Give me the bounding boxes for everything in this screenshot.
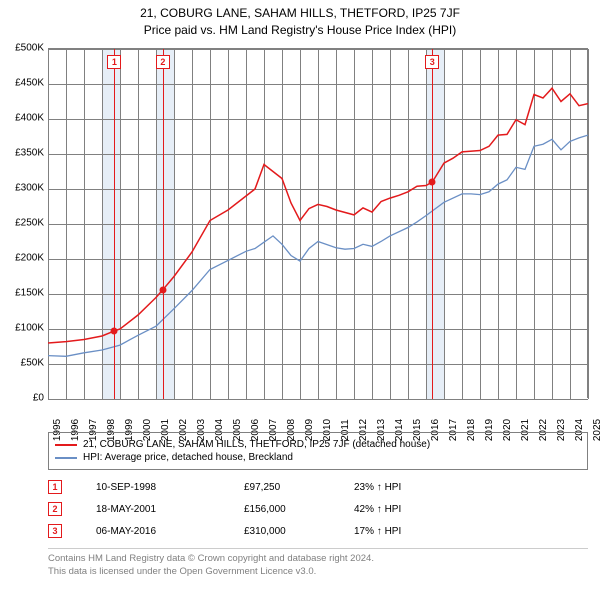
- series-line: [48, 88, 588, 343]
- y-tick-label: £0: [33, 393, 44, 404]
- sale-row: 2 18-MAY-2001£156,00042% ↑ HPI: [48, 498, 588, 520]
- marker-number: 2: [156, 55, 170, 69]
- y-tick-label: £450K: [15, 78, 44, 89]
- y-tick-label: £500K: [15, 43, 44, 54]
- sale-price: £156,000: [244, 504, 354, 515]
- sale-date: 18-MAY-2001: [96, 504, 244, 515]
- sale-number: 3: [48, 524, 62, 538]
- y-tick-label: £400K: [15, 113, 44, 124]
- plot: 1 2 3: [48, 48, 588, 398]
- legend-label: HPI: Average price, detached house, Brec…: [83, 452, 293, 463]
- sale-row: 3 06-MAY-2016£310,00017% ↑ HPI: [48, 520, 588, 542]
- legend-item: HPI: Average price, detached house, Brec…: [55, 452, 581, 463]
- sale-number: 1: [48, 480, 62, 494]
- chart-titles: 21, COBURG LANE, SAHAM HILLS, THETFORD, …: [0, 0, 600, 37]
- y-tick-label: £150K: [15, 288, 44, 299]
- marker-dot: [429, 179, 436, 186]
- sale-row: 1 10-SEP-1998£97,25023% ↑ HPI: [48, 476, 588, 498]
- y-tick-label: £350K: [15, 148, 44, 159]
- y-tick-label: £250K: [15, 218, 44, 229]
- sale-number: 2: [48, 502, 62, 516]
- series-line: [48, 135, 588, 356]
- marker-line: [114, 49, 115, 399]
- sale-date: 06-MAY-2016: [96, 526, 244, 537]
- sale-price: £310,000: [244, 526, 354, 537]
- chart-area: 123 £0£50K£100K£150K£200K£250K£300K£350K…: [48, 48, 588, 418]
- y-tick-label: £300K: [15, 183, 44, 194]
- legend: 21, COBURG LANE, SAHAM HILLS, THETFORD, …: [48, 432, 588, 470]
- sale-pct: 17% ↑ HPI: [354, 526, 401, 537]
- marker-number: 3: [425, 55, 439, 69]
- marker-number: 1: [107, 55, 121, 69]
- grid-line: [588, 49, 589, 399]
- sale-price: £97,250: [244, 482, 354, 493]
- y-tick-label: £200K: [15, 253, 44, 264]
- marker-dot: [159, 286, 166, 293]
- sale-date: 10-SEP-1998: [96, 482, 244, 493]
- footer: Contains HM Land Registry data © Crown c…: [48, 548, 588, 579]
- x-tick-label: 2025: [592, 419, 600, 441]
- legend-label: 21, COBURG LANE, SAHAM HILLS, THETFORD, …: [83, 439, 430, 450]
- y-axis-labels: £0£50K£100K£150K£200K£250K£300K£350K£400…: [4, 48, 44, 398]
- title-sub: Price paid vs. HM Land Registry's House …: [0, 23, 600, 37]
- sales-table: 1 10-SEP-1998£97,25023% ↑ HPI 2 18-MAY-2001…: [48, 476, 588, 542]
- title-main: 21, COBURG LANE, SAHAM HILLS, THETFORD, …: [0, 6, 600, 20]
- marker-line: [163, 49, 164, 399]
- footer-line: Contains HM Land Registry data © Crown c…: [48, 553, 588, 566]
- plot-svg: [48, 49, 588, 399]
- sale-pct: 42% ↑ HPI: [354, 504, 401, 515]
- y-tick-label: £100K: [15, 323, 44, 334]
- sale-pct: 23% ↑ HPI: [354, 482, 401, 493]
- legend-item: 21, COBURG LANE, SAHAM HILLS, THETFORD, …: [55, 439, 581, 450]
- marker-dot: [111, 327, 118, 334]
- legend-swatch: [55, 457, 77, 459]
- marker-line: [432, 49, 433, 399]
- y-tick-label: £50K: [21, 358, 44, 369]
- footer-line: This data is licensed under the Open Gov…: [48, 566, 588, 579]
- legend-swatch: [55, 444, 77, 446]
